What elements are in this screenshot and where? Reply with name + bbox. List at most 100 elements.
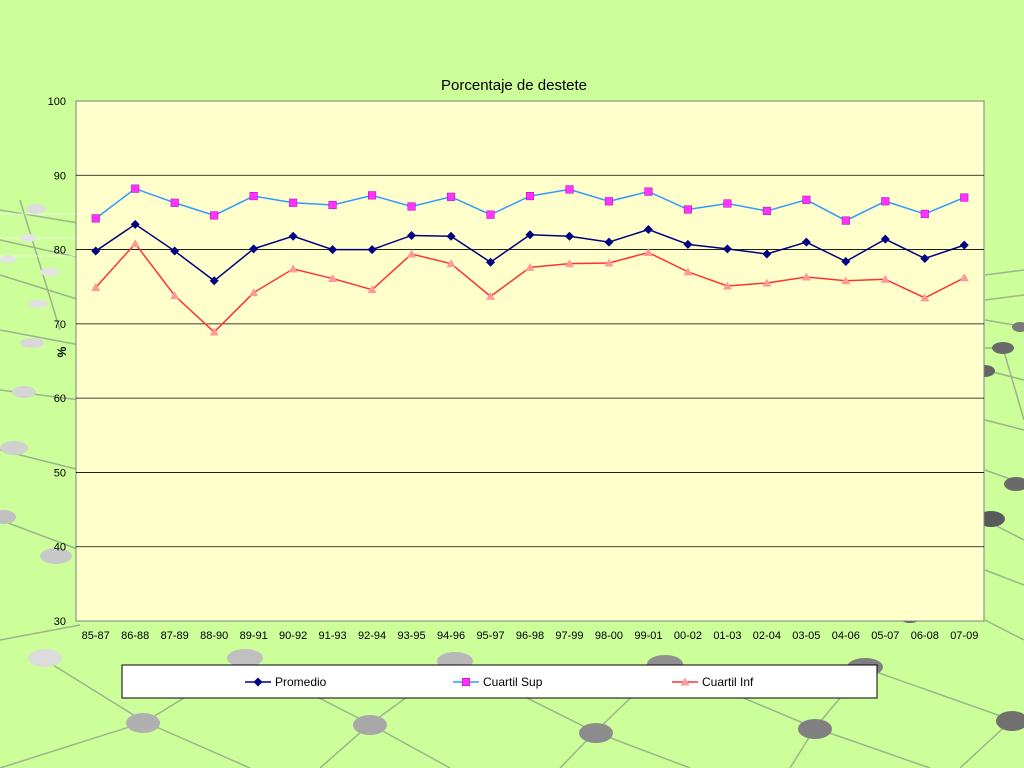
data-point [841,276,851,285]
data-point [683,239,693,249]
x-tick-label: 02-04 [753,630,781,642]
x-tick-label: 99-01 [634,630,662,642]
legend-marker [680,677,690,686]
y-tick-label: 90 [54,170,66,182]
data-point [564,231,574,241]
data-point [368,191,377,200]
data-point [328,200,337,210]
x-tick-label: 93-95 [397,630,425,642]
series-cuartil-inf [91,239,969,336]
data-point [959,240,969,250]
data-series [91,184,969,336]
data-point [881,197,890,206]
data-point [407,230,417,240]
data-point [170,246,180,256]
y-tick-label: 60 [54,393,66,405]
data-point [683,267,693,276]
data-point [407,249,417,258]
data-point [407,202,416,211]
data-point [525,230,535,240]
data-point [367,285,377,294]
data-point [288,231,298,241]
x-tick-label: 00-02 [674,630,702,642]
legend-item: Promedio [245,675,327,689]
data-point [960,193,969,202]
data-point [841,216,850,225]
y-axis-tick-labels: 30 40 50 60 70 80 90 100 [48,96,66,628]
data-point [920,253,930,263]
chart-title: Porcentaje de destete [441,77,587,94]
data-point [367,245,377,255]
x-tick-label: 95-97 [476,630,504,642]
data-point [525,192,535,201]
legend-label: Cuartil Sup [483,675,543,689]
x-tick-label: 92-94 [358,630,386,642]
plot-area [75,100,985,622]
data-point [486,257,496,267]
data-point [643,248,653,257]
data-point [249,288,259,297]
data-point [446,231,456,241]
x-tick-label: 04-06 [832,630,860,642]
data-point [91,246,101,256]
legend: Promedio Cuartil Sup Cuartil Inf [121,664,878,699]
data-point [289,198,298,207]
data-point [722,244,732,254]
data-point [249,192,258,201]
x-tick-label: 94-96 [437,630,465,642]
x-tick-label: 85-87 [82,630,110,642]
data-point [131,184,140,193]
data-point [920,209,929,218]
data-point [801,237,811,247]
data-point [328,245,338,255]
x-tick-label: 07-09 [950,630,978,642]
series-cuartil-sup [91,184,969,225]
legend-item: Cuartil Sup [453,675,543,689]
data-point [486,210,495,219]
data-point [210,211,219,220]
data-point [486,291,496,300]
data-point [446,259,456,268]
x-tick-label: 98-00 [595,630,623,642]
data-point [722,281,732,290]
x-tick-label: 01-03 [713,630,741,642]
data-point [604,258,614,267]
data-point [328,274,338,283]
data-point [564,259,574,268]
x-tick-label: 89-91 [240,630,268,642]
x-tick-label: 06-08 [911,630,939,642]
x-tick-label: 90-92 [279,630,307,642]
data-point [723,199,732,208]
series-promedio [91,219,969,286]
legend-label: Promedio [275,675,327,689]
data-point [565,185,574,194]
data-point [170,291,180,300]
data-point [130,219,140,229]
data-point [288,264,298,273]
data-point [802,195,811,204]
data-point [762,206,771,215]
data-point [91,214,100,223]
data-point [880,234,890,244]
y-tick-label: 40 [54,542,66,554]
data-point [525,262,535,271]
data-point [604,197,614,206]
y-tick-label: 30 [54,616,66,628]
data-point [644,187,653,196]
x-tick-label: 97-99 [555,630,583,642]
legend-marker [461,677,471,687]
data-point [920,293,930,302]
data-point [209,327,219,336]
y-tick-label: 80 [54,245,66,257]
data-point [446,192,456,201]
y-tick-label: 100 [48,96,66,108]
data-point [170,198,179,207]
data-point [762,278,772,287]
x-tick-label: 91-93 [319,630,347,642]
data-point [801,272,811,281]
data-point [130,239,140,248]
data-point [209,276,219,286]
y-tick-label: 50 [54,467,66,479]
x-tick-label: 88-90 [200,630,228,642]
